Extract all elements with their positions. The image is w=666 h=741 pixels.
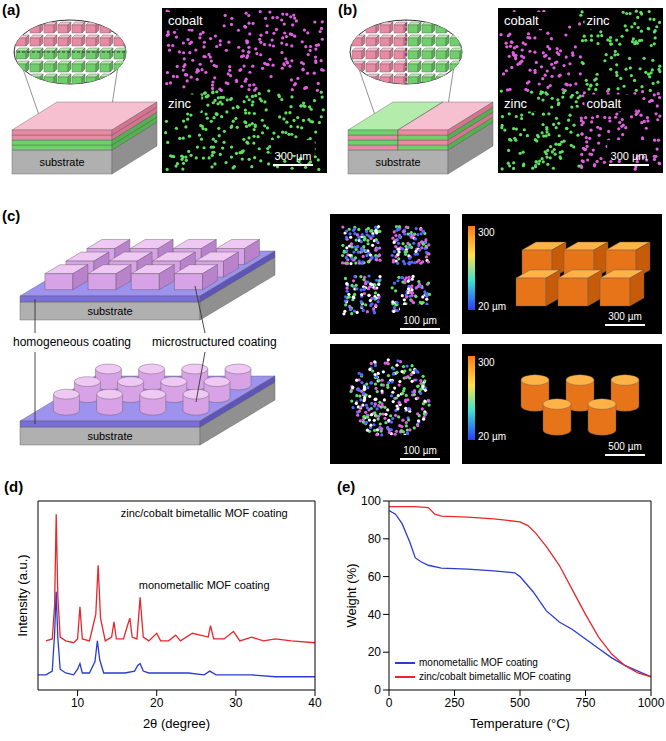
svg-text:0: 0 xyxy=(374,683,381,697)
svg-text:300: 300 xyxy=(478,357,495,368)
svg-text:300 µm: 300 µm xyxy=(275,150,312,162)
svg-text:30: 30 xyxy=(229,696,243,710)
svg-text:substrate: substrate xyxy=(87,430,132,442)
svg-text:substrate: substrate xyxy=(39,156,84,168)
html-text:zinc/cobalt bimetallic MOF coa: zinc/cobalt bimetallic MOF coating xyxy=(419,671,571,682)
svg-text:100 µm: 100 µm xyxy=(403,315,437,326)
svg-text:cobalt: cobalt xyxy=(168,13,203,28)
svg-text:cobalt: cobalt xyxy=(504,13,539,28)
svg-text:300: 300 xyxy=(478,227,495,238)
html-text:(e): (e) xyxy=(337,478,356,495)
svg-text:zinc: zinc xyxy=(504,96,528,111)
svg-text:0: 0 xyxy=(386,696,393,710)
html-text:(d): (d) xyxy=(4,478,24,495)
svg-text:(b): (b) xyxy=(338,1,357,18)
svg-text:microstructured coating: microstructured coating xyxy=(152,335,277,349)
svg-text:10: 10 xyxy=(71,696,85,710)
svg-text:100: 100 xyxy=(361,494,381,508)
html-text:zinc/cobalt bimetallic MOF coa: zinc/cobalt bimetallic MOF coating xyxy=(120,506,288,519)
svg-text:300 µm: 300 µm xyxy=(611,150,648,162)
svg-text:(c): (c) xyxy=(2,207,20,224)
svg-text:20: 20 xyxy=(150,696,164,710)
svg-text:20 µm: 20 µm xyxy=(478,301,506,312)
svg-text:Temperature (°C): Temperature (°C) xyxy=(470,716,570,731)
svg-text:500 µm: 500 µm xyxy=(608,441,642,452)
svg-text:300 µm: 300 µm xyxy=(608,311,642,322)
svg-text:60: 60 xyxy=(368,570,382,584)
svg-text:40: 40 xyxy=(308,696,322,710)
svg-text:homogeneous coating: homogeneous coating xyxy=(13,335,131,349)
svg-text:substrate: substrate xyxy=(375,156,420,168)
svg-text:zinc: zinc xyxy=(587,13,611,28)
svg-text:20: 20 xyxy=(368,645,382,659)
svg-text:(a): (a) xyxy=(2,1,20,18)
svg-text:Weight (%): Weight (%) xyxy=(344,563,359,627)
svg-text:20 µm: 20 µm xyxy=(478,431,506,442)
svg-text:substrate: substrate xyxy=(87,305,132,317)
svg-text:100 µm: 100 µm xyxy=(403,445,437,456)
svg-text:80: 80 xyxy=(368,532,382,546)
svg-text:750: 750 xyxy=(575,696,595,710)
html-text:monometallic MOF coating: monometallic MOF coating xyxy=(419,657,538,668)
svg-text:250: 250 xyxy=(444,696,464,710)
svg-text:500: 500 xyxy=(510,696,530,710)
svg-text:Intensity (a.u.): Intensity (a.u.) xyxy=(15,554,30,636)
html-text:monometallic MOF coating: monometallic MOF coating xyxy=(138,578,270,591)
svg-text:cobalt: cobalt xyxy=(587,96,622,111)
svg-text:1000: 1000 xyxy=(638,696,665,710)
svg-text:40: 40 xyxy=(368,608,382,622)
svg-text:2θ (degree): 2θ (degree) xyxy=(143,716,210,731)
svg-text:zinc: zinc xyxy=(168,96,192,111)
